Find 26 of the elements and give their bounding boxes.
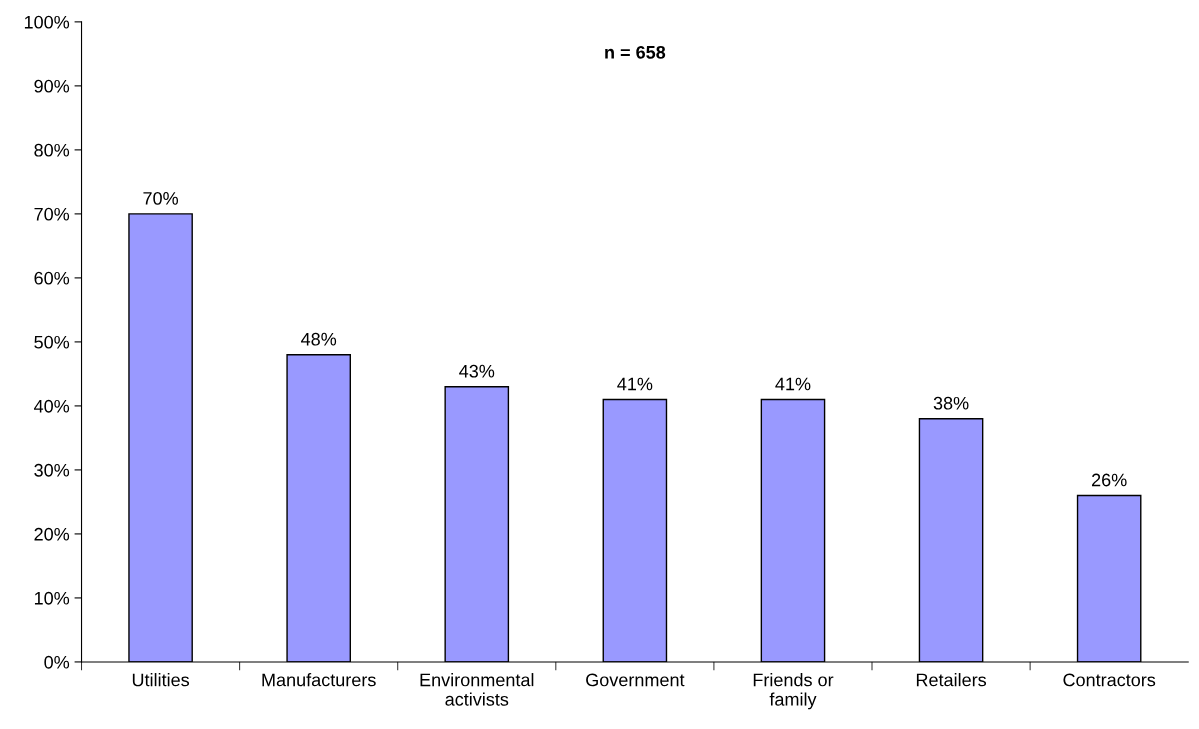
x-tick-label: Friends or family [753,673,834,710]
y-tick-label: 50% [34,335,70,349]
y-tick-label: 10% [34,591,70,605]
x-tick-label: Environmental activists [420,673,534,706]
data-label: 48% [301,332,337,346]
y-tick-label: 90% [34,79,70,93]
x-tick-label: Utilities [132,673,190,687]
y-tick-label: 100% [24,15,70,29]
x-tick-label: Retailers [916,673,987,687]
data-label: 43% [459,364,495,378]
data-label: 70% [143,191,179,205]
x-tick-label: Government [586,673,685,687]
x-tick-label: Manufacturers [262,673,376,687]
data-label: 38% [933,396,969,410]
data-label: 26% [1092,473,1127,487]
data-label: 41% [617,377,653,391]
y-tick-label: 20% [34,527,70,541]
y-tick-label: 0% [44,655,70,669]
data-label: 41% [775,377,811,391]
y-tick-label: 30% [34,463,70,477]
y-tick-label: 60% [34,271,70,285]
y-tick-label: 80% [34,143,70,157]
y-tick-label: 40% [34,399,70,413]
y-tick-label: 70% [34,207,70,221]
annotation: n = 658 [605,45,666,59]
x-tick-label: Contractors [1063,673,1156,687]
